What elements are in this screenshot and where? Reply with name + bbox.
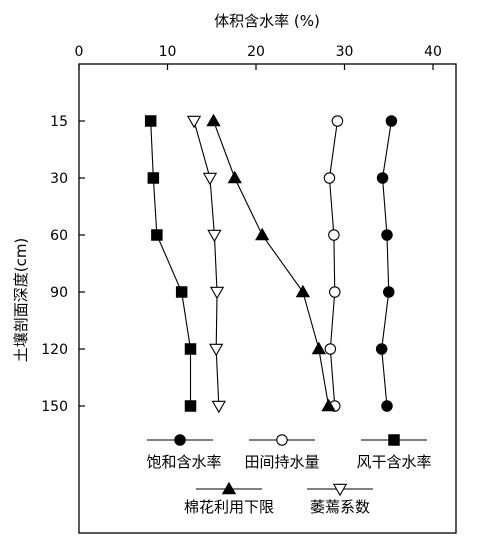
legend-marker [332, 483, 348, 497]
data-point [376, 172, 389, 184]
data-point [184, 343, 197, 355]
series-0 [375, 115, 398, 412]
data-point [209, 286, 225, 300]
legend-marker [276, 434, 288, 446]
x-tick-label: 0 [75, 44, 84, 60]
x-tick-label: 20 [247, 44, 265, 60]
series-1 [323, 115, 344, 412]
data-point [321, 398, 336, 412]
x-tick-label: 30 [336, 44, 354, 60]
series-4 [186, 115, 226, 414]
data-point [295, 284, 311, 298]
data-point [209, 343, 224, 357]
data-point [311, 341, 326, 355]
data-point [207, 229, 222, 243]
data-point [144, 115, 157, 127]
legend-label: 田间持水量 [244, 453, 319, 471]
data-point [385, 115, 398, 127]
data-point [202, 172, 218, 186]
series-line [193, 120, 220, 407]
legend-label: 棉花利用下限 [184, 498, 274, 516]
x-tick-label: 10 [159, 44, 177, 60]
y-tick-label: 90 [50, 285, 68, 301]
data-point [381, 229, 393, 241]
y-axis-label: 土壤剖面深度(cm) [12, 238, 30, 363]
data-point [227, 170, 242, 184]
data-point [175, 286, 188, 298]
data-point [328, 229, 340, 241]
legend-item: 饱和含水率 [146, 434, 222, 471]
data-point [151, 229, 163, 241]
data-point [184, 400, 197, 412]
series-layer [144, 113, 398, 414]
legend-marker [388, 434, 400, 446]
data-point [211, 400, 226, 414]
data-point [323, 172, 336, 184]
series-2 [144, 115, 197, 412]
y-tick-label: 120 [41, 342, 68, 358]
y-axis-ticks: 15 30 60 90 120 150 [41, 114, 85, 415]
x-tick-label: 40 [424, 44, 442, 60]
x-axis-label: 体积含水率 (%) [214, 12, 320, 30]
legend-marker [221, 481, 237, 495]
data-point [331, 115, 344, 127]
y-tick-label: 150 [41, 399, 68, 415]
data-point [329, 286, 341, 298]
series-line [381, 120, 392, 407]
data-point [206, 113, 221, 127]
y-tick-label: 30 [50, 171, 68, 187]
legend-label: 萎蔫系数 [310, 498, 370, 516]
y-tick-label: 60 [50, 228, 68, 244]
series-3 [206, 113, 336, 412]
legend-item: 棉花利用下限 [184, 481, 274, 516]
legend-label: 饱和含水率 [146, 453, 221, 471]
data-point [375, 343, 388, 355]
y-tick-label: 15 [50, 114, 68, 130]
data-point [324, 343, 337, 355]
data-point [147, 172, 160, 184]
x-axis-ticks: 0 10 20 30 40 [75, 44, 442, 70]
series-line [328, 120, 338, 407]
data-point [186, 115, 202, 129]
plot-frame [78, 63, 457, 534]
legend-item: 田间持水量 [244, 434, 320, 471]
legend-item: 风干含水率 [356, 434, 432, 471]
legend-label: 风干含水率 [356, 453, 431, 471]
data-point [381, 400, 393, 412]
series-line [150, 120, 192, 406]
data-point [255, 227, 270, 241]
legend-marker [174, 434, 186, 446]
series-line [213, 120, 330, 407]
data-point [382, 286, 395, 298]
legend-item: 萎蔫系数 [307, 483, 373, 516]
